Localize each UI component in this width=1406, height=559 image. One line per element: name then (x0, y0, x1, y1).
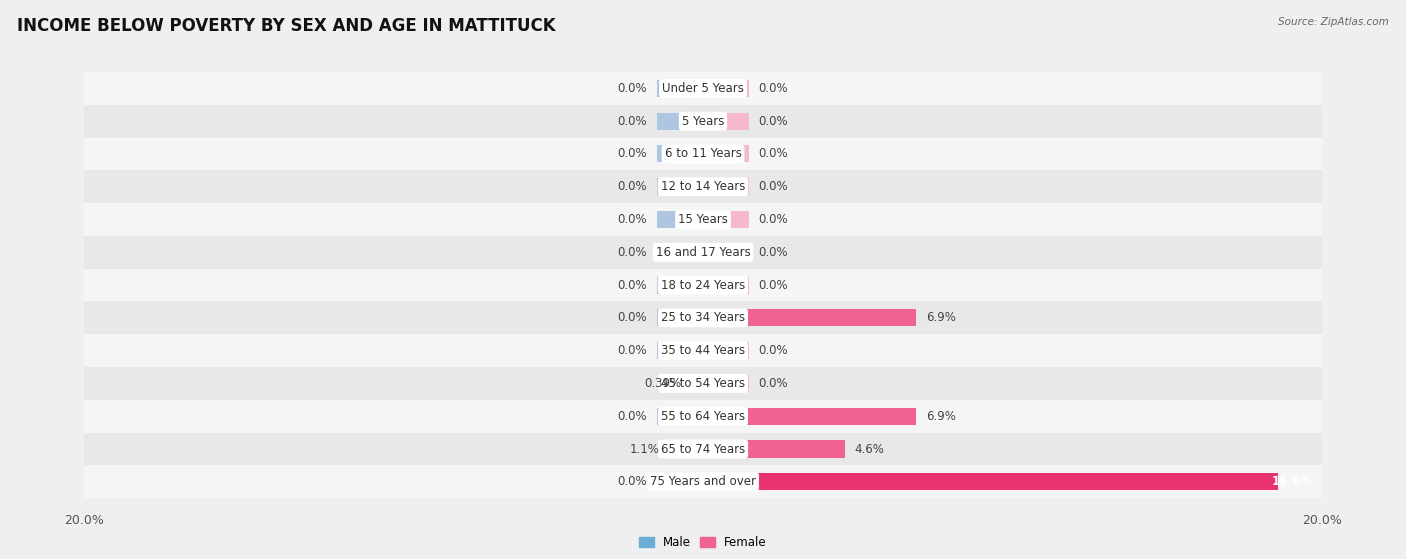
Text: 0.0%: 0.0% (617, 246, 647, 259)
Text: 0.0%: 0.0% (759, 377, 789, 390)
Text: 0.0%: 0.0% (759, 213, 789, 226)
Text: 6.9%: 6.9% (925, 311, 956, 324)
Text: 18.6%: 18.6% (1271, 475, 1312, 489)
Text: 0.0%: 0.0% (617, 344, 647, 357)
Text: 75 Years and over: 75 Years and over (650, 475, 756, 489)
Bar (703, 473, 1278, 490)
Text: INCOME BELOW POVERTY BY SEX AND AGE IN MATTITUCK: INCOME BELOW POVERTY BY SEX AND AGE IN M… (17, 17, 555, 35)
Text: 0.0%: 0.0% (759, 278, 789, 292)
Bar (703, 145, 749, 163)
Bar (703, 178, 749, 195)
Bar (657, 277, 703, 293)
Bar (657, 211, 703, 228)
Text: 0.0%: 0.0% (617, 180, 647, 193)
Text: 0.0%: 0.0% (617, 278, 647, 292)
Bar (657, 473, 703, 490)
Bar (84, 334, 1322, 367)
Bar (703, 80, 749, 97)
Bar (703, 440, 845, 457)
Text: 6 to 11 Years: 6 to 11 Years (665, 148, 741, 160)
Bar (703, 342, 749, 359)
Bar (84, 400, 1322, 433)
Bar (669, 440, 703, 457)
Bar (703, 277, 749, 293)
Bar (690, 375, 703, 392)
Bar (84, 105, 1322, 138)
Legend: Male, Female: Male, Female (634, 532, 772, 554)
Bar (657, 309, 703, 326)
Text: 0.0%: 0.0% (759, 180, 789, 193)
Bar (703, 375, 749, 392)
Text: 0.0%: 0.0% (759, 246, 789, 259)
Text: 0.0%: 0.0% (617, 475, 647, 489)
Bar (657, 244, 703, 261)
Bar (84, 269, 1322, 301)
Text: 1.1%: 1.1% (630, 443, 659, 456)
Text: 12 to 14 Years: 12 to 14 Years (661, 180, 745, 193)
Text: 45 to 54 Years: 45 to 54 Years (661, 377, 745, 390)
Bar (703, 309, 917, 326)
Text: 0.0%: 0.0% (617, 115, 647, 127)
Bar (657, 408, 703, 425)
Bar (84, 72, 1322, 105)
Text: 0.0%: 0.0% (617, 410, 647, 423)
Bar (657, 145, 703, 163)
Text: 0.0%: 0.0% (617, 82, 647, 95)
Text: 0.0%: 0.0% (759, 344, 789, 357)
Bar (84, 138, 1322, 170)
Bar (703, 211, 749, 228)
Bar (703, 408, 917, 425)
Text: 0.0%: 0.0% (617, 148, 647, 160)
Text: 0.0%: 0.0% (617, 311, 647, 324)
Bar (84, 170, 1322, 203)
Text: 55 to 64 Years: 55 to 64 Years (661, 410, 745, 423)
Text: Under 5 Years: Under 5 Years (662, 82, 744, 95)
Bar (84, 236, 1322, 269)
Text: 15 Years: 15 Years (678, 213, 728, 226)
Bar (84, 203, 1322, 236)
Text: 0.0%: 0.0% (759, 115, 789, 127)
Bar (84, 433, 1322, 466)
Text: 6.9%: 6.9% (925, 410, 956, 423)
Text: 5 Years: 5 Years (682, 115, 724, 127)
Bar (703, 244, 749, 261)
Bar (84, 466, 1322, 498)
Text: Source: ZipAtlas.com: Source: ZipAtlas.com (1278, 17, 1389, 27)
Text: 25 to 34 Years: 25 to 34 Years (661, 311, 745, 324)
Text: 0.39%: 0.39% (644, 377, 682, 390)
Text: 0.0%: 0.0% (759, 148, 789, 160)
Bar (657, 113, 703, 130)
Text: 0.0%: 0.0% (617, 213, 647, 226)
Bar (84, 367, 1322, 400)
Text: 16 and 17 Years: 16 and 17 Years (655, 246, 751, 259)
Bar (657, 80, 703, 97)
Bar (703, 113, 749, 130)
Text: 65 to 74 Years: 65 to 74 Years (661, 443, 745, 456)
Text: 18 to 24 Years: 18 to 24 Years (661, 278, 745, 292)
Text: 4.6%: 4.6% (855, 443, 884, 456)
Bar (657, 178, 703, 195)
Bar (657, 342, 703, 359)
Bar (84, 301, 1322, 334)
Text: 35 to 44 Years: 35 to 44 Years (661, 344, 745, 357)
Text: 0.0%: 0.0% (759, 82, 789, 95)
